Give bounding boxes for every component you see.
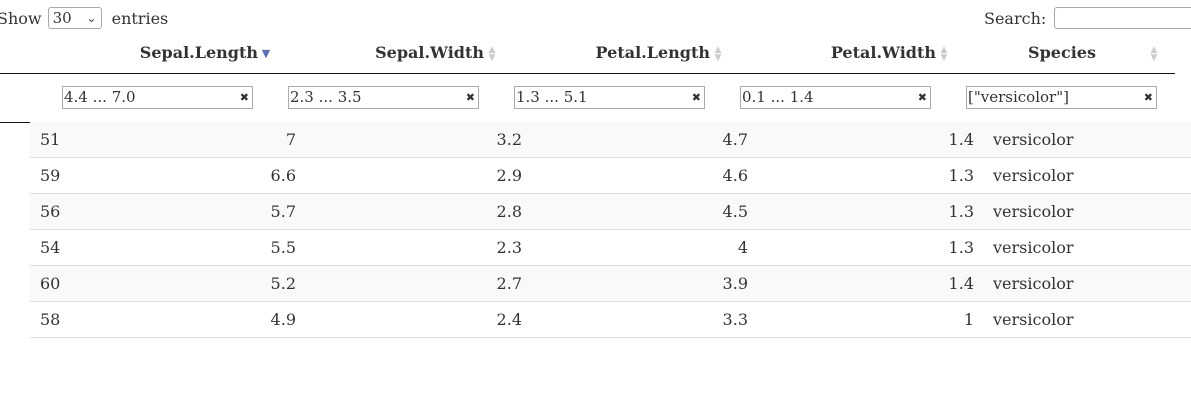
cell-species: versicolor [993,274,1074,293]
column-header-label: Petal.Width [830,43,936,62]
cell-sepal-width: 2.7 [496,274,522,293]
filter-sepal-length[interactable]: 4.4 ... 7.0 ✖ [62,86,253,109]
length-suffix-label: entries [111,8,169,28]
search-input[interactable] [1054,7,1191,29]
cell-petal-width: 1 [963,310,974,329]
cell-species: versicolor [993,310,1074,329]
cell-sepal-width: 2.3 [496,238,522,257]
cell-petal-length: 4.7 [722,130,748,149]
cell-sepal-width: 2.9 [496,166,522,185]
column-header-label: Petal.Length [595,43,710,62]
table-row[interactable]: 54 5.5 2.3 4 1.3 versicolor [30,230,1191,266]
row-id: 51 [40,130,61,149]
cell-petal-width: 1.3 [948,166,974,185]
table-body: 51 7 3.2 4.7 1.4 versicolor 59 6.6 2.9 4… [0,122,1191,338]
row-id: 54 [40,238,61,257]
table-row[interactable]: 60 5.2 2.7 3.9 1.4 versicolor [30,266,1191,302]
cell-petal-length: 4.6 [722,166,748,185]
table-row[interactable]: 58 4.9 2.4 3.3 1 versicolor [30,302,1191,338]
filter-value: 4.4 ... 7.0 [64,88,136,106]
cell-sepal-length: 7 [285,130,296,149]
column-header-label: Sepal.Width [375,43,484,62]
length-prefix-label: Show [0,8,42,28]
column-filter-row: 4.4 ... 7.0 ✖ 2.3 ... 3.5 ✖ 1.3 ... 5.1 … [0,74,1175,123]
sort-both-icon: ▲ ▼ [714,44,722,63]
clear-icon[interactable]: ✖ [1143,91,1153,104]
sort-both-icon: ▲ ▼ [1150,44,1158,63]
column-header-sepal-width[interactable]: Sepal.Width ▲ ▼ [300,35,498,73]
cell-petal-width: 1.3 [948,202,974,221]
filter-petal-width[interactable]: 0.1 ... 1.4 ✖ [740,86,931,109]
column-header-label: Species [1028,43,1096,62]
filter-value: 0.1 ... 1.4 [742,88,814,106]
search-label: Search: [984,8,1047,28]
row-id: 60 [40,274,61,293]
cell-sepal-length: 5.7 [270,202,296,221]
cell-petal-length: 3.3 [722,310,748,329]
cell-petal-width: 1.4 [948,130,974,149]
row-id: 56 [40,202,61,221]
column-header-species[interactable]: Species ▲ ▼ [978,35,1174,73]
cell-species: versicolor [993,166,1074,185]
filter-species[interactable]: ["versicolor"] ✖ [966,86,1157,109]
filter-value: 2.3 ... 3.5 [290,88,362,106]
cell-species: versicolor [993,202,1074,221]
filter-value: 1.3 ... 5.1 [516,88,588,106]
filter-petal-length[interactable]: 1.3 ... 5.1 ✖ [514,86,705,109]
clear-icon[interactable]: ✖ [465,91,475,104]
column-header-petal-length[interactable]: Petal.Length ▲ ▼ [526,35,724,73]
clear-icon[interactable]: ✖ [917,91,927,104]
filter-sepal-width[interactable]: 2.3 ... 3.5 ✖ [288,86,479,109]
cell-species: versicolor [993,130,1074,149]
cell-sepal-length: 5.5 [270,238,296,257]
cell-sepal-width: 3.2 [496,130,522,149]
clear-icon[interactable]: ✖ [239,91,249,104]
sort-both-icon: ▲ ▼ [488,44,496,63]
cell-petal-length: 4.5 [722,202,748,221]
column-header-label: Sepal.Length [139,43,258,62]
column-header-petal-width[interactable]: Petal.Width ▲ ▼ [752,35,950,73]
chevron-down-icon: ⌄ [86,11,97,25]
cell-sepal-length: 6.6 [270,166,296,185]
page-length-value: 30 [52,9,72,27]
row-id: 58 [40,310,61,329]
column-header-sepal-length[interactable]: Sepal.Length ▼ [60,35,272,73]
cell-sepal-length: 4.9 [270,310,296,329]
cell-sepal-width: 2.4 [496,310,522,329]
cell-petal-width: 1.3 [948,238,974,257]
table-row[interactable]: 56 5.7 2.8 4.5 1.3 versicolor [30,194,1191,230]
cell-petal-width: 1.4 [948,274,974,293]
table-row[interactable]: 59 6.6 2.9 4.6 1.3 versicolor [30,158,1191,194]
row-id: 59 [40,166,61,185]
page-length-control: Show 30 ⌄ entries [0,6,168,30]
sort-both-icon: ▲ ▼ [940,44,948,63]
page-length-select[interactable]: 30 ⌄ [47,7,102,29]
clear-icon[interactable]: ✖ [691,91,701,104]
cell-species: versicolor [993,238,1074,257]
table-header-row: Sepal.Length ▼ Sepal.Width ▲ ▼ Petal.Length… [0,35,1175,74]
sort-desc-icon: ▼ [261,46,271,60]
cell-sepal-width: 2.8 [496,202,522,221]
cell-petal-length: 4 [737,238,748,257]
filter-value: ["versicolor"] [968,88,1069,106]
cell-petal-length: 3.9 [722,274,748,293]
search-control: Search: [984,6,1191,30]
cell-sepal-length: 5.2 [270,274,296,293]
data-table: Sepal.Length ▼ Sepal.Width ▲ ▼ Petal.Length… [0,35,1175,123]
table-row[interactable]: 51 7 3.2 4.7 1.4 versicolor [30,122,1191,158]
